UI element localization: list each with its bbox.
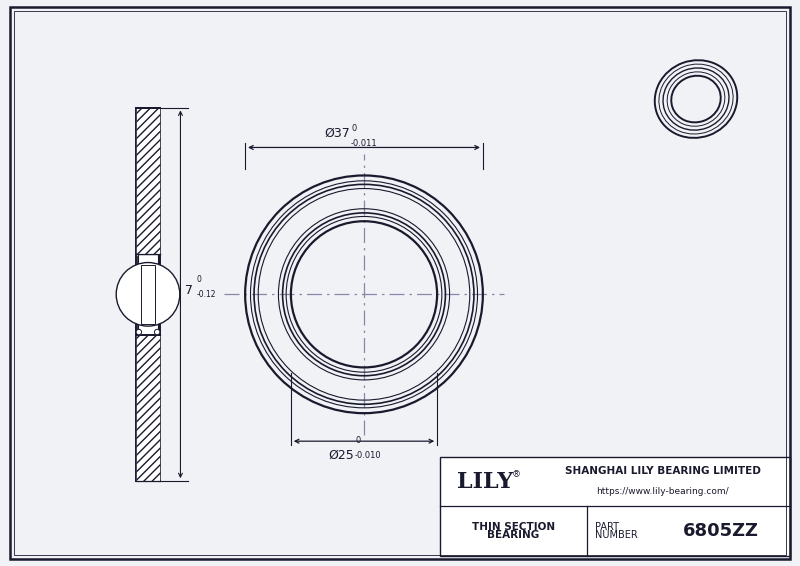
- Text: NUMBER: NUMBER: [595, 530, 638, 540]
- Circle shape: [136, 329, 142, 335]
- Bar: [135, 108, 161, 481]
- Text: https://www.lily-bearing.com/: https://www.lily-bearing.com/: [596, 487, 729, 496]
- Text: PART: PART: [595, 522, 619, 532]
- Polygon shape: [135, 108, 161, 254]
- Text: 0: 0: [197, 275, 202, 284]
- Bar: [141, 265, 155, 324]
- Text: 6805ZZ: 6805ZZ: [683, 522, 758, 540]
- Text: 0: 0: [355, 436, 360, 445]
- Text: ®: ®: [512, 470, 521, 479]
- Text: Ø37: Ø37: [324, 126, 350, 139]
- Text: -0.010: -0.010: [355, 451, 382, 460]
- Text: Ø25: Ø25: [328, 449, 354, 462]
- Polygon shape: [135, 335, 161, 481]
- Bar: [440, 457, 790, 556]
- Text: THIN SECTION: THIN SECTION: [472, 522, 555, 532]
- Text: LILY: LILY: [458, 470, 514, 492]
- Text: -0.011: -0.011: [351, 139, 378, 148]
- Text: BEARING: BEARING: [487, 530, 540, 540]
- Text: SHANGHAI LILY BEARING LIMITED: SHANGHAI LILY BEARING LIMITED: [565, 466, 761, 477]
- Text: -0.12: -0.12: [197, 290, 216, 299]
- Text: 0: 0: [351, 125, 356, 134]
- Text: 7: 7: [186, 284, 194, 297]
- Circle shape: [154, 329, 160, 335]
- Circle shape: [116, 263, 180, 326]
